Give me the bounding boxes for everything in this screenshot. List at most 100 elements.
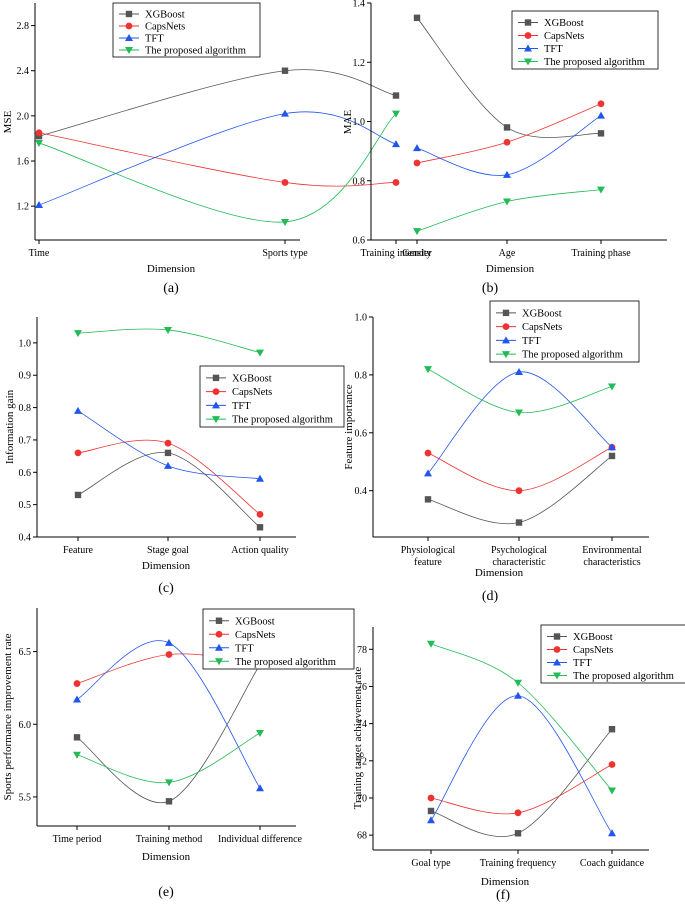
legend-marker-tft xyxy=(125,34,133,41)
y-tick-label: 76 xyxy=(357,682,367,693)
x-tick-label: Environmental characteristics xyxy=(582,545,642,568)
data-point-capsnets xyxy=(424,449,432,457)
legend-label-tft: TFT xyxy=(232,401,251,412)
y-axis-title: Sports performance improvement rate xyxy=(2,633,14,800)
legend-label-tft: TFT xyxy=(544,44,563,55)
chart-panel-4: 5.5 6.0 6.5 Time period Training method Indiv… xyxy=(2,608,355,900)
series-line-tft xyxy=(38,111,397,206)
data-point-xgboost xyxy=(281,67,289,74)
data-point-the-proposed-algorithm xyxy=(608,787,616,795)
legend-label-the-proposed-algorithm: The proposed algorithm xyxy=(522,350,623,361)
data-point-the-proposed-algorithm xyxy=(392,110,400,118)
legend-label-tft: TFT xyxy=(522,336,541,347)
panel-label: (a) xyxy=(163,281,179,296)
series-line-the-proposed-algorithm xyxy=(77,328,261,353)
series-line-the-proposed-algorithm xyxy=(416,189,602,232)
data-point-xgboost xyxy=(424,496,432,503)
data-point-the-proposed-algorithm xyxy=(73,751,81,759)
data-point-tft xyxy=(608,443,616,451)
y-tick-label: 0.6 xyxy=(355,428,368,439)
y-tick-label: 0.8 xyxy=(355,370,368,381)
legend-label-the-proposed-algorithm: The proposed algorithm xyxy=(544,57,645,68)
x-tick-label: Psychological characteristic xyxy=(491,545,547,568)
y-tick-label: 1.0 xyxy=(19,338,32,349)
data-point-tft xyxy=(392,140,400,148)
legend-label-the-proposed-algorithm: The proposed algorithm xyxy=(573,671,674,682)
legend-label-capsnets: CapsNets xyxy=(235,630,275,641)
x-tick-label: Training intensity xyxy=(360,248,431,259)
data-point-xgboost xyxy=(515,519,523,526)
data-point-tft xyxy=(256,474,264,482)
legend-marker-tft xyxy=(524,44,532,52)
series-line-tft xyxy=(427,371,613,474)
legend-label-capsnets: CapsNets xyxy=(522,322,562,333)
data-point-capsnets xyxy=(514,809,522,817)
data-point-capsnets xyxy=(503,138,511,146)
x-tick-label: Age xyxy=(499,248,516,259)
data-point-tft xyxy=(165,638,173,646)
x-axis-title: Dimension xyxy=(142,560,191,572)
y-tick-label: 6.5 xyxy=(19,647,32,658)
data-point-capsnets xyxy=(427,794,435,802)
y-tick-label: 5.5 xyxy=(19,792,32,803)
x-tick-label: Training phase xyxy=(571,248,631,259)
y-tick-label: 0.4 xyxy=(355,486,368,497)
data-point-xgboost xyxy=(514,830,522,837)
legend-box xyxy=(511,10,659,70)
data-point-tft xyxy=(515,368,523,375)
y-tick-label: 0.7 xyxy=(19,435,32,446)
data-point-the-proposed-algorithm xyxy=(256,349,264,357)
legend-marker-the-proposed-algorithm xyxy=(502,351,510,359)
data-point-tft xyxy=(164,461,172,469)
data-point-the-proposed-algorithm xyxy=(35,139,43,147)
legend-marker-tft xyxy=(553,658,561,666)
legend-marker-the-proposed-algorithm xyxy=(215,658,223,666)
legend-label-capsnets: CapsNets xyxy=(573,645,613,656)
x-tick-label: Stage goal xyxy=(147,545,189,556)
legend-label-xgboost: XGBoost xyxy=(145,10,185,21)
data-point-capsnets xyxy=(608,761,616,768)
y-tick-label: 68 xyxy=(357,831,367,842)
series-line-the-proposed-algorithm xyxy=(427,368,613,414)
legend-label-the-proposed-algorithm: The proposed algorithm xyxy=(232,415,333,426)
legend-marker-xgboost xyxy=(212,374,220,382)
series-line-capsnets xyxy=(430,764,613,815)
x-tick-label: Physiological feature xyxy=(401,545,456,568)
data-point-capsnets xyxy=(413,159,421,167)
series-line-the-proposed-algorithm xyxy=(76,732,261,784)
legend: XGBoost CapsNets TFT The proposed algorithm xyxy=(540,624,685,684)
legend-marker-xgboost xyxy=(215,617,223,624)
legend-marker-capsnets xyxy=(125,22,133,30)
legend-label-xgboost: XGBoost xyxy=(232,373,272,384)
y-tick-label: 1.0 xyxy=(355,313,368,324)
legend-marker-capsnets xyxy=(502,323,510,331)
y-axis-title: MAE xyxy=(342,110,354,135)
data-point-xgboost xyxy=(413,14,421,22)
y-tick-label: 1.2 xyxy=(353,58,366,69)
legend-label-the-proposed-algorithm: The proposed algorithm xyxy=(145,46,246,57)
data-point-xgboost xyxy=(73,734,81,741)
legend-box xyxy=(202,608,355,670)
panel-label: (f) xyxy=(496,888,510,903)
data-point-tft xyxy=(514,691,522,699)
y-axis-title: Training target achievement rate xyxy=(352,667,364,810)
legend-label-xgboost: XGBoost xyxy=(235,616,275,627)
legend: XGBoost CapsNets TFT The proposed algorithm xyxy=(199,365,345,428)
data-point-capsnets xyxy=(256,510,264,518)
data-point-tft xyxy=(424,469,432,477)
x-tick-label: Gender xyxy=(402,248,432,259)
y-tick-label: 2.4 xyxy=(17,66,30,77)
legend-label-tft: TFT xyxy=(573,658,592,669)
y-axis-title: Feature importance xyxy=(343,384,355,469)
legend-marker-xgboost xyxy=(125,10,133,18)
y-tick-label: 2.0 xyxy=(17,111,30,122)
y-tick-label: 0.8 xyxy=(19,403,32,414)
chart-panel-3: 0.4 0.6 0.8 1.0 Physiological feature Psycholo… xyxy=(343,300,649,604)
legend: XGBoost CapsNets TFT The proposed algorithm xyxy=(511,10,659,70)
panel-label: (e) xyxy=(158,885,174,900)
y-tick-label: 72 xyxy=(357,756,367,767)
x-tick-label: Sports type xyxy=(262,248,308,259)
data-point-the-proposed-algorithm xyxy=(514,679,522,687)
legend-marker-the-proposed-algorithm xyxy=(212,416,220,424)
